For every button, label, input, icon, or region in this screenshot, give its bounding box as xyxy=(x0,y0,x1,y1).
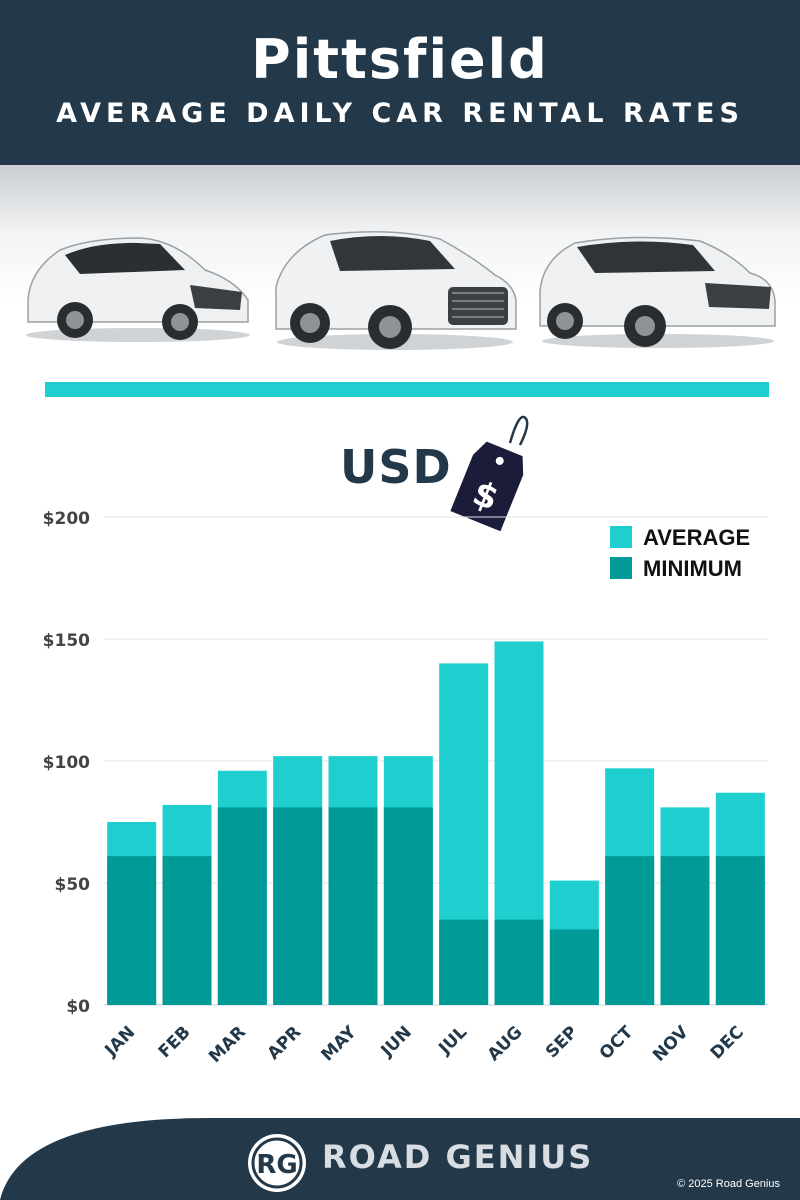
minimum-bar xyxy=(494,919,544,1005)
x-tick-label: AUG xyxy=(484,1022,527,1065)
legend-label: AVERAGE xyxy=(643,525,750,550)
x-tick-label: JUN xyxy=(377,1022,416,1061)
logo-text: RG xyxy=(256,1150,297,1180)
range-rover-car-image xyxy=(539,236,776,348)
x-tick-label: MAR xyxy=(205,1022,250,1067)
legend-label: MINIMUM xyxy=(643,556,742,581)
price-tag-icon: $ xyxy=(447,415,529,534)
minimum-bar xyxy=(107,856,157,1005)
header-banner: Pittsfield AVERAGE DAILY CAR RENTAL RATE… xyxy=(0,0,800,165)
legend-swatch xyxy=(610,557,632,579)
y-tick-label: $100 xyxy=(43,753,90,773)
minimum-bar xyxy=(273,807,323,1005)
x-tick-label: APR xyxy=(264,1022,306,1064)
minimum-bar xyxy=(605,856,655,1005)
brand-name: ROAD GENIUS xyxy=(322,1138,594,1176)
x-tick-label: MAY xyxy=(318,1022,361,1065)
page-subtitle: AVERAGE DAILY CAR RENTAL RATES xyxy=(56,98,744,129)
minimum-bar xyxy=(660,856,710,1005)
legend-swatch xyxy=(610,526,632,548)
car-images-band xyxy=(0,165,800,365)
copyright-text: © 2025 Road Genius xyxy=(677,1178,780,1190)
x-tick-label: OCT xyxy=(596,1022,638,1064)
minimum-bar xyxy=(162,856,212,1005)
minimum-bar xyxy=(328,807,378,1005)
x-tick-label: FEB xyxy=(155,1022,195,1062)
x-tick-label: NOV xyxy=(649,1022,693,1066)
suv-car-image xyxy=(275,231,517,350)
road-genius-logo-icon: RG xyxy=(248,1134,306,1192)
x-tick-label: DEC xyxy=(707,1022,748,1063)
page-title: Pittsfield xyxy=(251,28,549,91)
teal-divider xyxy=(45,382,769,397)
minimum-bar xyxy=(217,807,267,1005)
y-tick-label: $200 xyxy=(43,509,90,529)
y-tick-label: $0 xyxy=(66,997,90,1017)
x-tick-label: SEP xyxy=(542,1022,582,1062)
minimum-bar xyxy=(439,919,489,1005)
x-tick-label: JUL xyxy=(434,1022,471,1059)
y-tick-label: $50 xyxy=(55,875,91,895)
hatchback-car-image xyxy=(26,237,250,342)
minimum-bar xyxy=(715,856,765,1005)
footer xyxy=(0,1110,800,1200)
minimum-bar xyxy=(549,929,599,1005)
x-tick-label: JAN xyxy=(101,1022,140,1061)
minimum-bar xyxy=(383,807,433,1005)
rental-rate-chart: $0 $50 $100 $150 $200 JAN FEB MAR APR MAY JUN JUL AU… xyxy=(43,509,768,1067)
y-tick-label: $150 xyxy=(43,631,90,651)
currency-label: USD xyxy=(340,440,452,494)
